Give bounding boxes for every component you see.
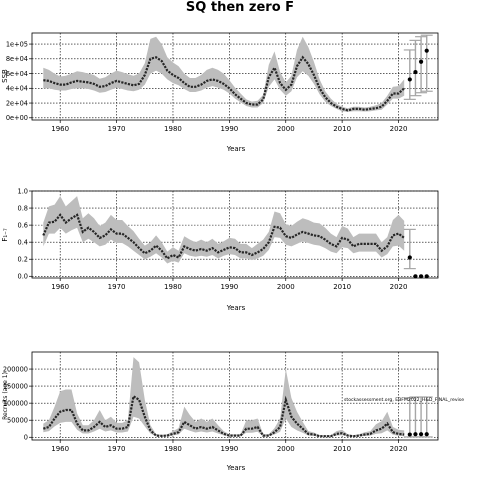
ssb-ytick-label-5: 1e+05 bbox=[6, 40, 28, 48]
fbar-ytick-label-0: 0.0 bbox=[18, 273, 29, 281]
ssb-plot-frame bbox=[31, 32, 439, 121]
ssb-panel: 1960 1970 1980 1990 2000 2010 2020 0e+00 2e+04 4… bbox=[1, 32, 439, 153]
fbar-proj-point-2025 bbox=[424, 274, 429, 279]
fbar-ytick-label-3: 0.6 bbox=[18, 222, 29, 230]
fbar-band-area bbox=[43, 196, 405, 264]
fbar-xtick-label-2010: 2010 bbox=[333, 283, 351, 291]
recruits-ytick-label-2: 100000 bbox=[3, 400, 28, 408]
ssb-proj-point-2022 bbox=[407, 77, 412, 82]
ssb-ytick-label-0: 0e+00 bbox=[6, 114, 28, 122]
ssb-ytick-label-4: 8e+04 bbox=[6, 55, 28, 63]
ssb-y-axis: 0e+00 2e+04 4e+04 6e+04 8e+04 1e+05 bbox=[6, 40, 32, 122]
fbar-plot-frame bbox=[31, 190, 439, 279]
ssb-proj-point-2025 bbox=[424, 48, 429, 53]
chart-title: SQ then zero F bbox=[185, 0, 295, 15]
ssb-projection bbox=[403, 34, 433, 100]
recruits-x-axis: 1960 1970 1980 1990 2000 2010 2020 bbox=[51, 440, 407, 453]
fbar-ytick-label-1: 0.2 bbox=[18, 256, 29, 264]
fbar-proj-point-2022 bbox=[407, 255, 412, 260]
recruits-confidence-band bbox=[43, 357, 405, 437]
ssb-xtick-label-1990: 1990 bbox=[220, 125, 238, 133]
recruits-band-area bbox=[43, 357, 405, 437]
fbar-xtick-label-1990: 1990 bbox=[220, 283, 238, 291]
fbar-ytick-label-5: 1.0 bbox=[18, 187, 29, 195]
fbar-confidence-band bbox=[43, 196, 405, 264]
recruits-xtick-label-2020: 2020 bbox=[390, 445, 408, 453]
fbar-ytick-label-2: 0.4 bbox=[18, 239, 29, 247]
fbar-xtick-label-2020: 2020 bbox=[390, 283, 408, 291]
recruits-xtick-label-2010: 2010 bbox=[333, 445, 351, 453]
ssb-ytick-label-1: 2e+04 bbox=[6, 99, 28, 107]
ssb-y-label: SSB bbox=[1, 69, 9, 83]
fbar-proj-point-2024 bbox=[418, 274, 424, 279]
recruits-x-label: Years bbox=[226, 464, 246, 472]
recruits-proj-point-2025 bbox=[424, 432, 429, 437]
ssb-confidence-band bbox=[43, 36, 405, 112]
ssb-x-label: Years bbox=[226, 145, 246, 153]
ssb-xtick-label-1980: 1980 bbox=[164, 125, 182, 133]
recruits-ytick-label-0: 0 bbox=[24, 434, 28, 442]
recruits-estimate-path bbox=[42, 394, 405, 438]
fbar-y-label: F₁₋₇ bbox=[1, 228, 9, 242]
recruits-proj-point-2024 bbox=[418, 432, 424, 437]
recruits-xtick-label-1980: 1980 bbox=[164, 445, 182, 453]
ssb-estimate-line bbox=[43, 55, 405, 112]
recruits-plot-frame bbox=[31, 351, 439, 441]
ssb-x-axis: 1960 1970 1980 1990 2000 2010 2020 bbox=[51, 120, 407, 133]
fbar-estimate-path bbox=[42, 213, 405, 260]
ssb-xtick-label-1970: 1970 bbox=[108, 125, 126, 133]
ssb-ytick-label-3: 6e+04 bbox=[6, 70, 28, 78]
ssb-ytick-label-2: 4e+04 bbox=[6, 85, 28, 93]
fbar-x-label: Years bbox=[226, 304, 246, 312]
recruits-proj-point-2023 bbox=[413, 432, 418, 437]
fbar-y-axis: 0.0 0.2 0.4 0.6 0.8 1.0 bbox=[18, 187, 32, 281]
fbar-xtick-label-1970: 1970 bbox=[108, 283, 126, 291]
fbar-proj-point-2023 bbox=[413, 274, 418, 279]
fbar-xtick-label-1960: 1960 bbox=[51, 283, 69, 291]
fbar-panel: 1960 1970 1980 1990 2000 2010 2020 0.00.20.40.… bbox=[1, 187, 439, 312]
recruits-ytick-label-1: 50000 bbox=[7, 417, 28, 425]
recruits-estimate-line bbox=[42, 394, 405, 438]
ssb-proj-point-2024 bbox=[418, 59, 424, 64]
recruits-ytick-label-4: 200000 bbox=[3, 365, 28, 373]
fbar-projection bbox=[403, 228, 429, 279]
fbar-xtick-label-1980: 1980 bbox=[164, 283, 182, 291]
fbar-x-axis: 1960 1970 1980 1990 2000 2010 2020 bbox=[51, 278, 407, 291]
recruits-ytick-label-3: 150000 bbox=[3, 383, 28, 391]
ssb-xtick-label-2020: 2020 bbox=[390, 125, 408, 133]
fbar-xtick-label-2000: 2000 bbox=[277, 283, 295, 291]
fbar-ytick-label-4: 0.8 bbox=[18, 204, 29, 212]
recruits-xtick-label-2000: 2000 bbox=[277, 445, 295, 453]
ssb-band-area bbox=[43, 36, 405, 112]
ssb-xtick-label-2010: 2010 bbox=[333, 125, 351, 133]
ssb-estimate-path bbox=[43, 55, 405, 112]
ssb-xtick-label-2000: 2000 bbox=[277, 125, 295, 133]
fbar-estimate-line bbox=[42, 213, 405, 260]
ssb-xtick-label-1960: 1960 bbox=[51, 125, 69, 133]
ssb-proj-point-2023 bbox=[413, 69, 418, 75]
recruits-xtick-label-1960: 1960 bbox=[51, 445, 69, 453]
recruits-proj-point-2022 bbox=[407, 432, 412, 437]
recruits-y-label: Recruits (age 1) bbox=[2, 372, 9, 420]
recruits-panel: 1960 1970 1980 1990 2000 2010 2020 0 50000 10000… bbox=[2, 351, 464, 472]
recruits-projection bbox=[403, 396, 433, 438]
recruits-xtick-label-1990: 1990 bbox=[220, 445, 238, 453]
recruits-y-axis: 0 50000 100000 150000 200000 bbox=[3, 365, 32, 442]
watermark: stockassessment.org, EBFM2022_H&D_FINAL_… bbox=[344, 397, 464, 403]
recruits-xtick-label-1970: 1970 bbox=[108, 445, 126, 453]
